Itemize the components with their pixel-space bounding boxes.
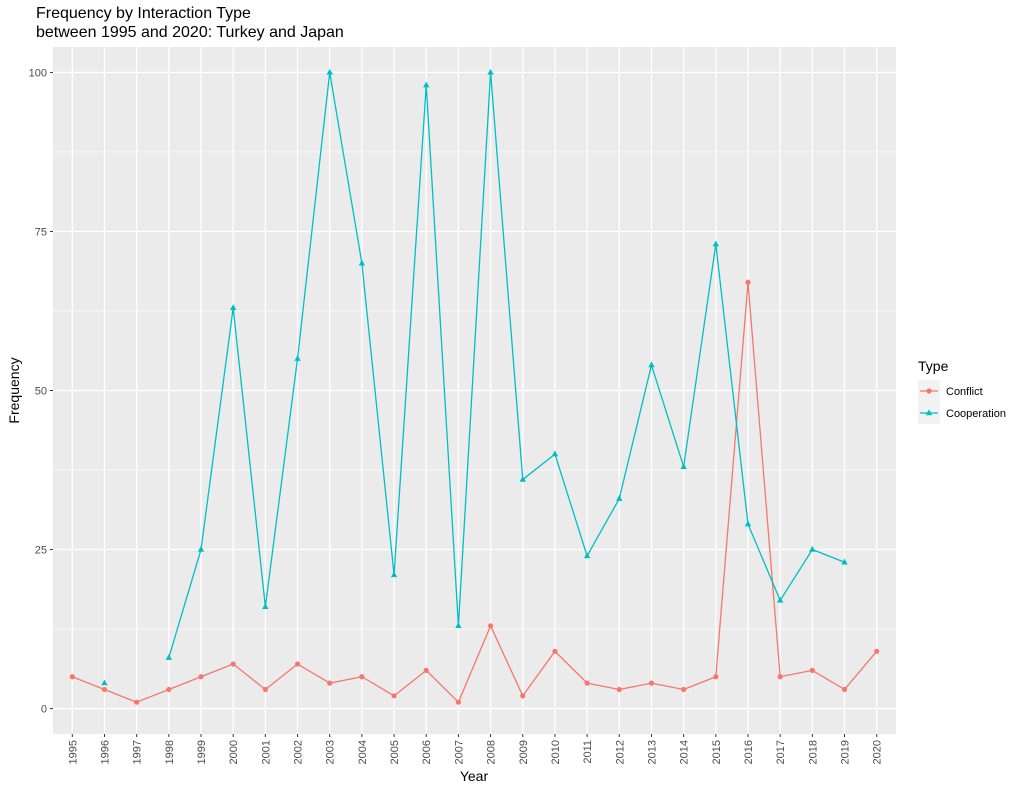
major-gridlines: [53, 47, 896, 734]
y-axis-ticks: 0 25 50 75 100: [29, 67, 53, 716]
cooperation-series-line: [168, 71, 845, 658]
y-tick-label: 0: [41, 704, 47, 716]
x-tick-label: 2015: [711, 740, 723, 764]
cooperation-point: [680, 463, 687, 470]
conflict-point: [455, 699, 462, 705]
x-tick-label: 2009: [518, 740, 530, 764]
cooperation-point: [712, 240, 720, 247]
cooperation-point: [809, 545, 816, 552]
conflict-point: [423, 667, 429, 673]
conflict-point: [198, 674, 204, 680]
cooperation-point: [262, 603, 269, 609]
conflict-point: [584, 680, 590, 686]
conflict-point: [777, 674, 783, 680]
legend-title: Type: [918, 358, 949, 374]
x-tick-label: 1999: [196, 740, 208, 764]
conflict-point: [841, 686, 848, 693]
x-tick-label: 2002: [293, 740, 305, 764]
x-tick-label: 2000: [228, 740, 240, 764]
cooperation-point: [423, 81, 430, 88]
conflict-point: [166, 686, 172, 693]
cooperation-point: [487, 68, 494, 75]
conflict-point: [552, 648, 558, 654]
legend: Type Conflict Cooperation: [918, 358, 1006, 424]
cooperation-point: [551, 450, 559, 457]
x-axis-title: Year: [460, 768, 489, 784]
conflict-point: [681, 686, 687, 693]
y-tick-label: 50: [35, 386, 47, 398]
cooperation-point: [390, 571, 398, 578]
x-tick-label: 1996: [99, 740, 111, 764]
x-tick-label: 2018: [807, 740, 819, 764]
cooperation-point: [616, 495, 623, 501]
cooperation-point: [744, 520, 752, 527]
conflict-point: [101, 686, 108, 693]
conflict-point: [520, 693, 526, 699]
series-lines: [72, 71, 878, 703]
cooperation-point: [229, 304, 237, 311]
cooperation-point: [197, 545, 205, 552]
cooperation-point: [455, 622, 462, 629]
conflict-point: [809, 667, 815, 673]
x-tick-label: 2003: [325, 740, 337, 764]
cooperation-point: [648, 361, 655, 368]
x-tick-label: 2011: [582, 740, 594, 764]
conflict-point: [294, 661, 301, 667]
cooperation-point: [583, 552, 591, 559]
conflict-series-line: [72, 281, 878, 703]
x-tick-label: 2005: [389, 740, 401, 764]
conflict-point: [745, 279, 751, 285]
conflict-point: [359, 674, 365, 680]
cooperation-point: [326, 68, 333, 75]
x-tick-label: 2007: [453, 740, 465, 764]
conflict-point: [230, 661, 236, 667]
cooperation-point: [776, 596, 784, 603]
conflict-legend-label: Conflict: [946, 386, 983, 398]
y-tick-label: 75: [35, 226, 47, 238]
cooperation-point: [841, 558, 848, 565]
x-tick-label: 2001: [260, 740, 272, 764]
x-tick-label: 2008: [486, 740, 498, 764]
cooperation-point: [101, 679, 108, 686]
conflict-point: [69, 674, 75, 680]
minor-gridlines: [53, 151, 896, 630]
x-tick-label: 2004: [357, 740, 369, 764]
cooperation-point: [294, 355, 301, 361]
y-axis-title: Frequency: [6, 357, 22, 423]
conflict-point: [391, 693, 397, 699]
cooperation-legend-label: Cooperation: [946, 408, 1006, 420]
x-tick-label: 1997: [132, 740, 144, 764]
cooperation-point: [165, 654, 173, 660]
conflict-point: [487, 623, 494, 629]
x-axis-ticks: 1995 1996 1997 1998 1999 2000 2001 2002 2003 2004…: [67, 734, 884, 764]
x-tick-label: 2019: [840, 740, 852, 764]
x-tick-label: 2016: [743, 740, 755, 764]
x-tick-label: 2012: [614, 740, 626, 764]
cooperation-point: [519, 475, 526, 482]
conflict-point: [616, 686, 622, 693]
conflict-point: [327, 680, 333, 686]
series-points: [69, 68, 880, 705]
conflict-legend-marker: [926, 388, 932, 394]
x-tick-label: 2013: [646, 740, 658, 764]
conflict-point: [874, 648, 880, 654]
x-tick-label: 2010: [550, 740, 562, 764]
conflict-point: [648, 680, 655, 686]
conflict-point: [713, 674, 719, 680]
x-tick-label: 2006: [421, 740, 433, 764]
chart-title: Frequency by Interaction Type between 19…: [36, 5, 344, 41]
x-tick-label: 1998: [164, 740, 176, 764]
cooperation-point: [358, 259, 366, 266]
cooperation-legend-marker: [925, 409, 933, 416]
conflict-point: [262, 686, 268, 693]
x-tick-label: 2014: [679, 740, 691, 764]
y-tick-label: 25: [35, 545, 47, 557]
y-tick-label: 100: [29, 67, 47, 79]
conflict-point: [134, 699, 140, 705]
x-tick-label: 2017: [775, 740, 787, 764]
x-tick-label: 2020: [872, 740, 884, 764]
x-tick-label: 1995: [67, 740, 79, 764]
